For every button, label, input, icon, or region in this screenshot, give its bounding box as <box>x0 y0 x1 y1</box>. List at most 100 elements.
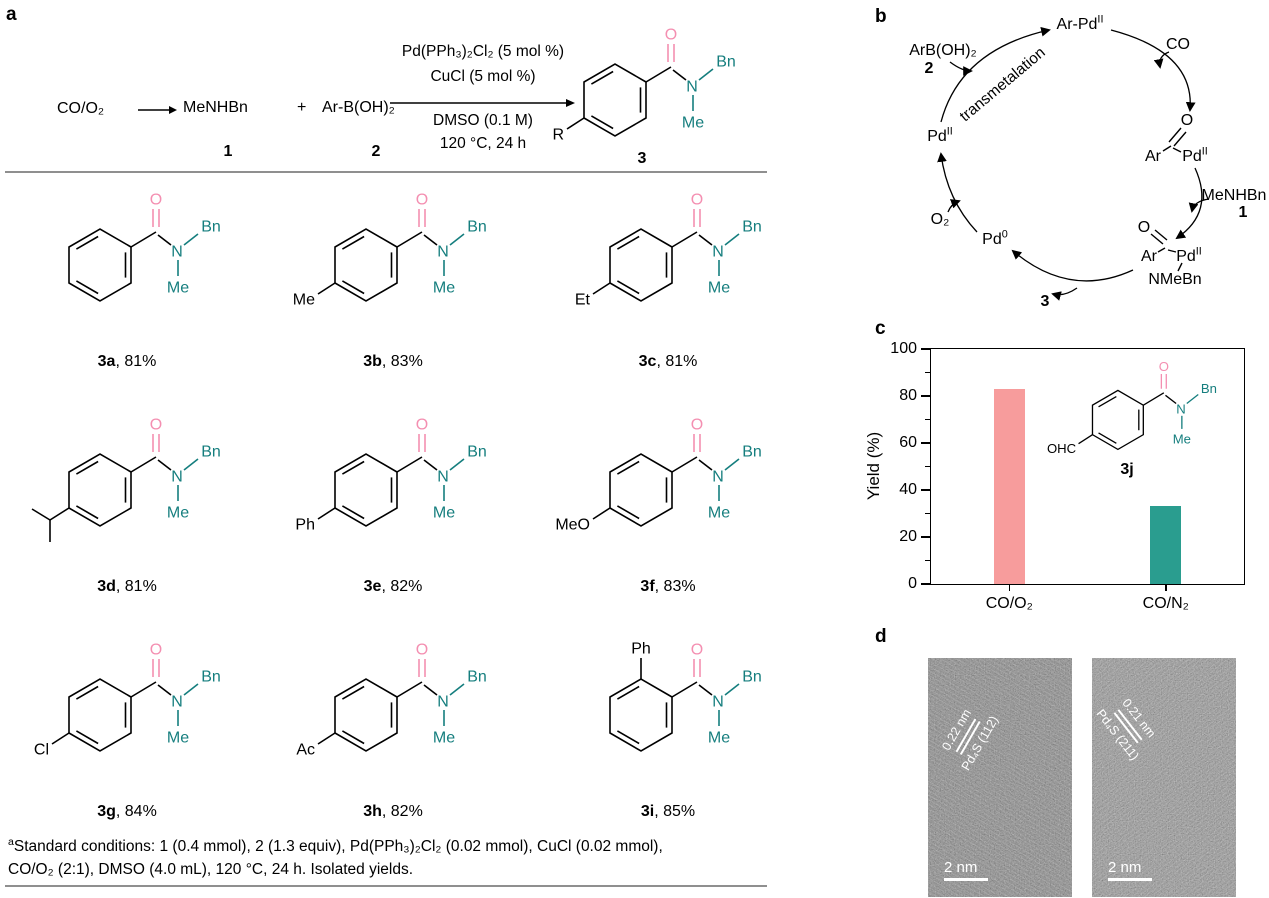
svg-text:O: O <box>416 192 428 209</box>
reaction-arrow <box>390 99 575 107</box>
svg-text:Bn: Bn <box>201 444 221 461</box>
inset-structure-3j: O N Bn Me OHC <box>1047 359 1217 456</box>
svg-text:N: N <box>437 244 449 261</box>
panel-c-label: c <box>875 318 886 339</box>
svg-text:Me: Me <box>708 505 730 522</box>
tem-image-left: 0.22 nm Pd₄S (112) 2 nm <box>928 658 1072 897</box>
acyl2-o: O <box>1137 219 1151 236</box>
svg-text:N: N <box>712 694 724 711</box>
node-arb-number: 2 <box>924 60 934 77</box>
scale-bar-label: 2 nm <box>944 859 978 876</box>
compound-label-3h: 3h, 82% <box>363 803 423 820</box>
scale-bar: 2 nm <box>1108 859 1152 881</box>
footnote-line-1: aStandard conditions: 1 (0.4 mmol), 2 (1… <box>8 835 663 855</box>
separator-bottom <box>5 885 767 887</box>
y-tick-label: 0 <box>908 575 917 592</box>
compound-3-number: 3 <box>637 150 647 167</box>
svg-text:O: O <box>665 27 677 44</box>
svg-text:Bn: Bn <box>467 219 487 236</box>
svg-text:N: N <box>712 244 724 261</box>
y-tick-label: 20 <box>899 528 917 545</box>
y-major-tick <box>921 536 931 538</box>
svg-text:N: N <box>712 469 724 486</box>
scale-bar-line <box>944 878 988 881</box>
svg-text:Me: Me <box>167 280 189 297</box>
x-tick <box>1008 584 1010 591</box>
svg-text:N: N <box>171 694 183 711</box>
compound-structure-3g: O N Bn Me Cl <box>34 642 221 759</box>
compound-label-3c: 3c, 81% <box>638 353 698 370</box>
svg-text:Bn: Bn <box>742 669 762 686</box>
svg-text:Ac: Ac <box>296 742 315 759</box>
svg-text:Me: Me <box>433 730 455 747</box>
x-tick-label: CO/N₂ <box>1142 595 1189 612</box>
chart-bar-CO/O₂ <box>993 388 1025 584</box>
svg-text:N: N <box>437 469 449 486</box>
svg-text:O: O <box>416 642 428 659</box>
lattice-fringes <box>1092 658 1236 897</box>
svg-text:MeO: MeO <box>555 517 590 534</box>
y-minor-tick <box>925 513 931 514</box>
svg-text:O: O <box>691 642 703 659</box>
tem-image-right: 0.21 nm Pd₄S (211) 2 nm <box>1092 658 1236 897</box>
svg-text:Bn: Bn <box>201 669 221 686</box>
svg-text:Bn: Bn <box>742 444 762 461</box>
bar-chart-plot: 0 20 40 60 80 100 CO/O₂ CO/N₂ <box>890 340 1245 612</box>
compound-label-3f: 3f, 83% <box>640 578 696 595</box>
y-major-tick <box>921 442 931 444</box>
svg-text:Me: Me <box>1173 431 1191 446</box>
scale-bar-line <box>1108 878 1152 881</box>
svg-text:N: N <box>171 469 183 486</box>
condition-solvent: DMSO (0.1 M) <box>433 112 533 129</box>
node-pd0: Pd0 <box>982 228 1008 248</box>
panel-a-label: a <box>6 4 17 25</box>
y-minor-tick <box>925 419 931 420</box>
condition-catalyst: Pd(PPh₃)₂Cl₂ (5 mol %) <box>401 43 565 60</box>
reagent-co-o2: CO/O₂ <box>57 100 104 118</box>
svg-text:Me: Me <box>433 505 455 522</box>
svg-text:Bn: Bn <box>467 444 487 461</box>
compound-structure-3d: O N Bn Me <box>31 417 221 542</box>
x-tick-label: CO/O₂ <box>985 595 1033 612</box>
compound-label-3a: 3a, 81% <box>97 353 157 370</box>
compound-structure-3a: O N Bn Me <box>68 192 221 302</box>
acyl1-o: O <box>1180 112 1194 129</box>
node-co: CO <box>1166 36 1190 53</box>
acyl2-amide: NMeBn <box>1148 271 1202 288</box>
condition-cocatalyst: CuCl (5 mol %) <box>430 68 536 85</box>
svg-text:Bn: Bn <box>201 219 221 236</box>
x-tick <box>1165 584 1167 591</box>
y-minor-tick <box>925 466 931 467</box>
y-tick-label: 100 <box>890 340 917 357</box>
compound-2-number: 2 <box>371 143 381 160</box>
o2-label: O₂ <box>85 100 105 117</box>
svg-text:OHC: OHC <box>1047 441 1076 456</box>
acyl2-pd: PdII <box>1176 245 1202 265</box>
svg-text:O: O <box>691 417 703 434</box>
y-major-tick <box>921 489 931 491</box>
plus-sign: + <box>297 99 307 116</box>
tem-noise <box>1092 658 1236 897</box>
svg-text:Bn: Bn <box>742 219 762 236</box>
compound-structure-3h: O N Bn Me Ac <box>296 642 486 759</box>
compound-structure-3f: O N Bn Me MeO <box>555 417 762 534</box>
condition-temperature: 120 °C, 24 h <box>439 135 527 152</box>
boronic-acid-label: Ar-B(OH)₂ <box>322 99 395 116</box>
compound-label-3d: 3d, 81% <box>97 578 157 595</box>
svg-text:Me: Me <box>167 730 189 747</box>
node-amine: MeNHBn <box>1201 187 1267 204</box>
y-major-tick <box>921 395 931 397</box>
small-arrow <box>138 106 177 114</box>
svg-text:Bn: Bn <box>716 54 736 71</box>
compound-structure-3c: O N Bn Me Et <box>575 192 762 309</box>
compound-label-3b: 3b, 83% <box>363 353 423 370</box>
svg-text:N: N <box>171 244 183 261</box>
svg-text:Me: Me <box>708 730 730 747</box>
amine-label: MeNHBn <box>183 99 248 116</box>
panel-b-label: b <box>875 6 887 27</box>
svg-text:Ph: Ph <box>631 641 651 658</box>
co-label: CO <box>57 100 81 117</box>
acyl1-ar: Ar <box>1145 148 1161 165</box>
svg-text:Me: Me <box>167 505 189 522</box>
